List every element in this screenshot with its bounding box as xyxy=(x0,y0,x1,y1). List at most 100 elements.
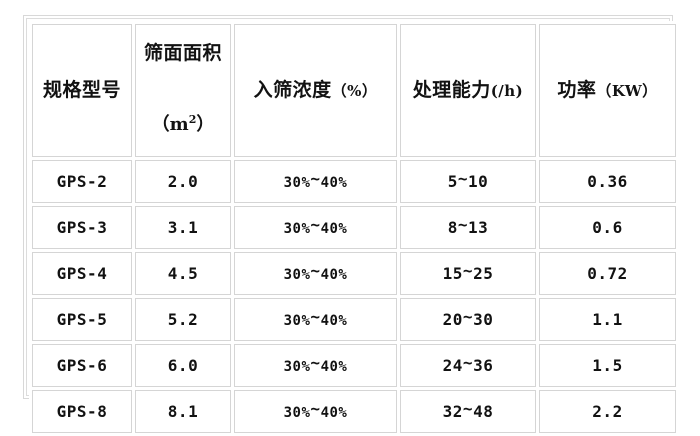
power-value: 0.72 xyxy=(587,264,628,283)
table-row: GPS-2 2.0 30%~40% 5~10 0.36 xyxy=(32,160,676,203)
cell-area: 5.2 xyxy=(135,298,231,341)
header-cell-concentration: 入筛浓度（%） xyxy=(234,24,397,157)
header-unit-area-close: ） xyxy=(196,113,215,135)
capacity-separator: ~ xyxy=(462,307,474,326)
concentration-to: 40% xyxy=(320,359,348,375)
cell-capacity: 15~25 xyxy=(400,252,536,295)
capacity-from: 24 xyxy=(442,356,463,375)
capacity-value: 15~25 xyxy=(401,261,535,283)
specification-table: 规格型号 筛面面积 （m2） 入筛浓度（%） xyxy=(29,21,679,436)
table-row: GPS-8 8.1 30%~40% 32~48 2.2 xyxy=(32,390,676,433)
cell-area: 8.1 xyxy=(135,390,231,433)
area-value: 5.2 xyxy=(167,310,199,329)
area-value: 2.0 xyxy=(167,172,199,191)
cell-area: 6.0 xyxy=(135,344,231,387)
cell-model: GPS-8 xyxy=(32,390,132,433)
capacity-value: 20~30 xyxy=(401,307,535,329)
capacity-value: 8~13 xyxy=(401,215,535,237)
concentration-value: 30%~40% xyxy=(235,399,396,421)
cell-concentration: 30%~40% xyxy=(234,252,397,295)
power-value: 1.5 xyxy=(592,356,623,375)
model-value: GPS-8 xyxy=(56,402,108,421)
capacity-separator: ~ xyxy=(462,353,474,372)
cell-power: 0.6 xyxy=(539,206,676,249)
header-unit-power: （KW） xyxy=(596,82,658,101)
model-value: GPS-2 xyxy=(56,172,108,191)
capacity-value: 5~10 xyxy=(401,169,535,191)
capacity-to: 48 xyxy=(473,402,494,421)
capacity-separator: ~ xyxy=(462,399,474,418)
cell-area: 2.0 xyxy=(135,160,231,203)
header-unit-area-symbol: m2 xyxy=(169,112,197,135)
capacity-to: 13 xyxy=(468,218,489,237)
cell-concentration: 30%~40% xyxy=(234,344,397,387)
capacity-separator: ~ xyxy=(457,169,468,188)
concentration-from: 30% xyxy=(283,267,311,283)
capacity-from: 15 xyxy=(442,264,463,283)
cell-concentration: 30%~40% xyxy=(234,298,397,341)
concentration-value: 30%~40% xyxy=(235,215,396,237)
capacity-separator: ~ xyxy=(457,215,468,234)
power-value: 1.1 xyxy=(592,310,623,329)
concentration-from: 30% xyxy=(283,313,311,329)
cell-model: GPS-4 xyxy=(32,252,132,295)
header-label-area-stack: 筛面面积 （m2） xyxy=(136,36,230,146)
table-header-row: 规格型号 筛面面积 （m2） 入筛浓度（%） xyxy=(32,24,676,157)
header-cell-power: 功率（KW） xyxy=(539,24,676,157)
concentration-value: 30%~40% xyxy=(235,353,396,375)
cell-concentration: 30%~40% xyxy=(234,390,397,433)
cell-model: GPS-5 xyxy=(32,298,132,341)
cell-capacity: 24~36 xyxy=(400,344,536,387)
table-row: GPS-5 5.2 30%~40% 20~30 1.1 xyxy=(32,298,676,341)
cell-model: GPS-3 xyxy=(32,206,132,249)
concentration-separator: ~ xyxy=(310,169,321,188)
model-value: GPS-3 xyxy=(56,218,108,237)
concentration-to: 40% xyxy=(320,313,348,329)
spec-table-frame: 规格型号 筛面面积 （m2） 入筛浓度（%） xyxy=(23,15,679,436)
concentration-to: 40% xyxy=(320,221,348,237)
header-label-power: 功率（KW） xyxy=(540,79,675,102)
capacity-from: 5 xyxy=(447,172,458,191)
model-value: GPS-5 xyxy=(56,310,108,329)
model-value: GPS-6 xyxy=(56,356,108,375)
capacity-to: 36 xyxy=(473,356,494,375)
cell-capacity: 8~13 xyxy=(400,206,536,249)
capacity-to: 30 xyxy=(473,310,494,329)
concentration-to: 40% xyxy=(320,175,348,191)
header-label-capacity-text: 处理能力 xyxy=(412,79,491,102)
concentration-separator: ~ xyxy=(310,399,321,418)
area-value: 8.1 xyxy=(167,402,199,421)
header-label-model: 规格型号 xyxy=(42,79,121,102)
capacity-from: 32 xyxy=(442,402,463,421)
cell-concentration: 30%~40% xyxy=(234,160,397,203)
header-unit-area-open: （ xyxy=(151,113,170,135)
header-label-concentration: 入筛浓度（%） xyxy=(235,79,396,102)
cell-capacity: 32~48 xyxy=(400,390,536,433)
header-unit-concentration: （%） xyxy=(331,82,378,101)
table-row: GPS-4 4.5 30%~40% 15~25 0.72 xyxy=(32,252,676,295)
power-value: 0.6 xyxy=(592,218,623,237)
cell-model: GPS-2 xyxy=(32,160,132,203)
capacity-from: 20 xyxy=(442,310,463,329)
concentration-to: 40% xyxy=(320,267,348,283)
concentration-separator: ~ xyxy=(310,353,321,372)
concentration-separator: ~ xyxy=(310,215,321,234)
header-cell-capacity: 处理能力(/h) xyxy=(400,24,536,157)
cell-capacity: 20~30 xyxy=(400,298,536,341)
table-row: GPS-3 3.1 30%~40% 8~13 0.6 xyxy=(32,206,676,249)
cell-power: 1.1 xyxy=(539,298,676,341)
cell-power: 2.2 xyxy=(539,390,676,433)
area-value: 3.1 xyxy=(167,218,199,237)
header-label-capacity: 处理能力(/h) xyxy=(401,79,535,102)
cell-capacity: 5~10 xyxy=(400,160,536,203)
header-cell-model: 规格型号 xyxy=(32,24,132,157)
header-unit-capacity: (/h) xyxy=(490,82,524,101)
header-label-area: 筛面面积 xyxy=(143,41,222,64)
concentration-from: 30% xyxy=(283,175,311,191)
header-unit-area: （m2） xyxy=(152,110,215,136)
capacity-separator: ~ xyxy=(462,261,474,280)
concentration-separator: ~ xyxy=(310,307,321,326)
concentration-value: 30%~40% xyxy=(235,169,396,191)
model-value: GPS-4 xyxy=(56,264,108,283)
